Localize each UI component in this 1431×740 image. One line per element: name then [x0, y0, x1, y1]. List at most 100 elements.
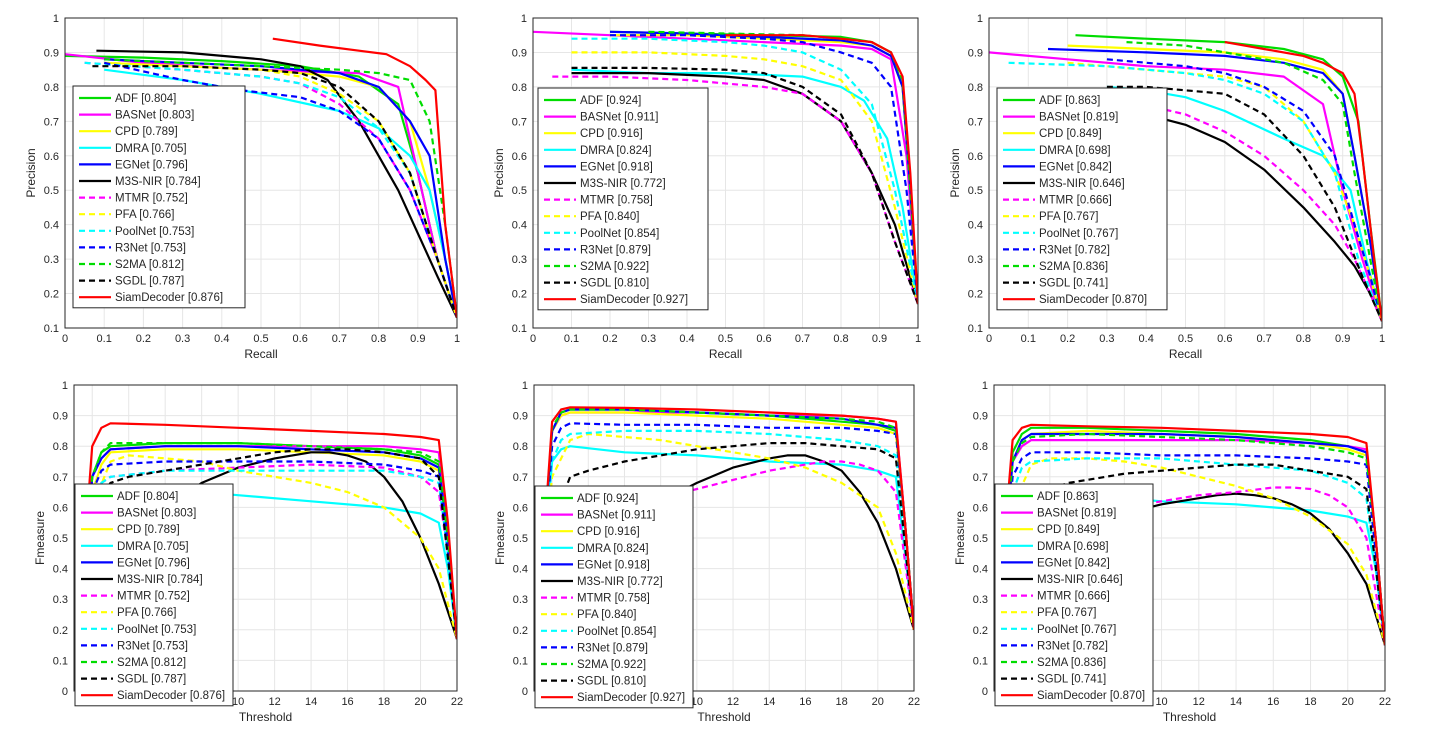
x-tick-label: 1 [915, 333, 921, 345]
x-axis-label: Recall [709, 347, 742, 361]
y-tick-label: 1 [522, 380, 528, 392]
y-tick-label: 0.7 [512, 116, 527, 128]
legend-label-pfa: PFA [0.840] [580, 211, 639, 223]
legend-label-mtmr: MTMR [0.752] [115, 193, 188, 205]
y-tick-label: 0.5 [512, 185, 527, 197]
legend-label-siamdecoder: SiamDecoder [0.870] [1037, 690, 1145, 702]
x-tick-label: 0.4 [679, 333, 694, 345]
axes-frame [993, 384, 1386, 692]
x-tick-label: 0 [986, 333, 992, 345]
series-group [65, 37, 457, 319]
legend-label-r3net: R3Net [0.879] [577, 642, 648, 654]
x-tick-label: 0.2 [602, 333, 617, 345]
series-line-basnet [989, 51, 1382, 322]
x-tick-label: 0.2 [136, 333, 151, 345]
panel-row2-col1: 24681012141618202200.10.20.30.40.50.60.7… [33, 380, 463, 724]
series-line-egnet [1047, 47, 1382, 322]
x-tick-label: 0.1 [1021, 333, 1036, 345]
legend-label-mtmr: MTMR [0.666] [1039, 195, 1112, 207]
legend-label-sgdl: SGDL [0.741] [1037, 674, 1106, 686]
x-tick-label: 0.9 [872, 333, 887, 345]
legend-label-m3s-nir: M3S-NIR [0.646] [1039, 178, 1125, 190]
x-tick-label: 12 [727, 696, 739, 708]
legend-label-poolnet: PoolNet [0.854] [577, 626, 656, 638]
legend-label-basnet: BASNet [0.911] [577, 510, 655, 522]
y-tick-label: 0.1 [512, 323, 527, 335]
series-line-s2ma [74, 442, 457, 691]
series-line-sgdl [571, 66, 918, 305]
x-tick-label: 0.7 [795, 333, 810, 345]
y-tick-label: 0.7 [513, 472, 528, 484]
axes-frame [64, 17, 458, 329]
series-line-m3s-nir [1086, 492, 1385, 646]
legend: ADF [0.863] BASNet [0.819] CPD [0.849] DMRA… [996, 87, 1168, 311]
legend-label-siamdecoder: SiamDecoder [0.870] [1039, 294, 1147, 306]
y-tick-label: 0.2 [53, 625, 68, 637]
legend-label-mtmr: MTMR [0.758] [577, 593, 650, 605]
y-tick-label: 1 [62, 380, 68, 392]
y-tick-label: 0.4 [512, 220, 527, 232]
y-tick-label: 0.4 [44, 220, 59, 232]
series-line-m3s-nir [127, 451, 457, 640]
x-tick-label: 1 [1379, 333, 1385, 345]
series-line-siamdecoder [272, 37, 457, 318]
legend-label-siamdecoder: SiamDecoder [0.876] [117, 690, 225, 702]
y-tick-label: 0.8 [513, 441, 528, 453]
x-tick-label: 0.8 [833, 333, 848, 345]
y-tick-label: 0.6 [53, 502, 68, 514]
legend-label-sgdl: SGDL [0.787] [115, 276, 184, 288]
y-axis-label: Fmeasure [493, 511, 507, 565]
series-line-pfa [104, 61, 457, 319]
y-tick-label: 0.8 [968, 82, 983, 94]
legend-label-adf: ADF [0.924] [580, 95, 641, 107]
x-tick-label: 0.8 [1296, 333, 1311, 345]
x-tick-label: 0.5 [253, 333, 268, 345]
series-group [533, 30, 918, 305]
x-tick-label: 0.4 [214, 333, 229, 345]
y-axis-label: Precision [492, 148, 506, 197]
y-tick-label: 0.4 [968, 220, 983, 232]
y-tick-label: 0 [62, 686, 68, 698]
x-axis-label: Threshold [1163, 710, 1216, 724]
x-tick-label: 20 [414, 696, 426, 708]
x-tick-label: 10 [1155, 696, 1167, 708]
series-group [534, 406, 914, 691]
x-tick-label: 16 [1267, 696, 1279, 708]
x-tick-label: 10 [232, 696, 244, 708]
legend-label-sgdl: SGDL [0.810] [577, 676, 646, 688]
legend-label-dmra: DMRA [0.824] [580, 145, 652, 157]
legend-label-s2ma: S2MA [0.812] [115, 259, 184, 271]
legend: ADF [0.924] BASNet [0.911] CPD [0.916] DMRA… [537, 87, 709, 311]
y-tick-label: 0.1 [53, 655, 68, 667]
legend: ADF [0.804] BASNet [0.803] CPD [0.789] DMRA… [72, 85, 246, 309]
series-line-dmra [571, 68, 918, 305]
legend-label-poolnet: PoolNet [0.753] [115, 226, 194, 238]
y-tick-label: 0.3 [512, 254, 527, 266]
y-tick-label: 0.7 [44, 116, 59, 128]
series-line-r3net [103, 61, 457, 319]
y-tick-label: 0.5 [53, 533, 68, 545]
legend-label-egnet: EGNet [0.918] [580, 161, 653, 173]
x-tick-label: 0.9 [410, 333, 425, 345]
series-line-siamdecoder [725, 34, 918, 304]
legend-label-s2ma: S2MA [0.836] [1037, 657, 1106, 669]
y-tick-label: 0.5 [513, 533, 528, 545]
y-tick-label: 0.9 [513, 411, 528, 423]
y-tick-label: 0.1 [44, 323, 59, 335]
x-tick-label: 0 [62, 333, 68, 345]
axes-frame [532, 17, 919, 329]
legend-label-m3s-nir: M3S-NIR [0.772] [580, 178, 666, 190]
y-tick-label: 1 [53, 13, 59, 25]
legend-label-sgdl: SGDL [0.810] [580, 278, 649, 290]
legend-label-mtmr: MTMR [0.758] [580, 195, 653, 207]
legend-label-basnet: BASNet [0.911] [580, 112, 658, 124]
x-tick-label: 1 [454, 333, 460, 345]
legend-label-r3net: R3Net [0.782] [1037, 640, 1108, 652]
legend: ADF [0.863] BASNet [0.819] CPD [0.849] DMRA… [994, 483, 1154, 707]
series-line-r3net [610, 34, 918, 305]
legend-label-dmra: DMRA [0.705] [117, 541, 189, 553]
legend-label-pfa: PFA [0.840] [577, 609, 636, 621]
series-line-pfa [571, 51, 918, 305]
series-line-mtmr [624, 460, 914, 630]
